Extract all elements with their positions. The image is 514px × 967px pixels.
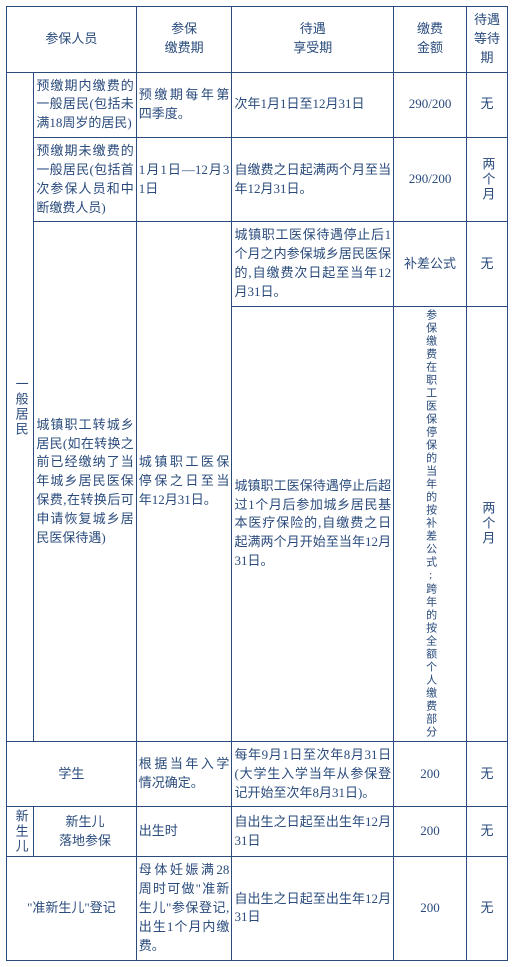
insurance-table: 参保人员 参保 缴费期 待遇 享受期 缴费 金额 待遇 等待期 一般居民 预缴期… [6, 6, 508, 961]
amount-cell: 290/200 [394, 72, 467, 138]
table-row: 预缴期未缴费的一般居民(包括首次参保人员和中断缴费人员) 1月1日—12月31日… [7, 138, 508, 222]
benefit-cell: 次年1月1日至12月31日 [232, 72, 394, 138]
period-cell: 出生时 [136, 807, 232, 857]
period-cell: 1月1日—12月31日 [136, 138, 232, 222]
group-label-newborn: 新生儿 [7, 807, 34, 857]
amount-cell: 补差公式 [394, 222, 467, 306]
header-person: 参保人员 [7, 7, 137, 73]
benefit-cell: 自出生之日起至出生年12月31日 [232, 807, 394, 857]
benefit-cell: 城镇职工医保待遇停止后超过1个月后参加城乡居民基本医疗保险的,自缴费之日起满两个… [232, 306, 394, 741]
person-cell: "准新生儿"登记 [7, 857, 137, 960]
amount-cell: 290/200 [394, 138, 467, 222]
group-label-general: 一般居民 [7, 72, 34, 741]
amount-cell: 200 [394, 807, 467, 857]
table-row: 学生 根据当年入学情况确定。 每年9月1日至次年8月31日(大学生入学当年从参保… [7, 741, 508, 807]
header-period: 参保 缴费期 [136, 7, 232, 73]
wait-cell: 无 [466, 807, 507, 857]
header-amount: 缴费 金额 [394, 7, 467, 73]
header-wait: 待遇 等待期 [466, 7, 507, 73]
wait-cell: 两个月 [466, 138, 507, 222]
table-row: "准新生儿"登记 母体妊娠满28周时可做"准新生儿"参保登记,出生1个月内缴费。… [7, 857, 508, 960]
wait-cell: 无 [466, 857, 507, 960]
amount-cell: 参保缴费在职工医保停保的当年的按补差公式;跨年的按全额个人缴费部分 [394, 306, 467, 741]
person-cell: 城镇职工转城乡居民(如在转换之前已经缴纳了当年城乡居民医保保费,在转换后可申请恢… [34, 222, 136, 741]
person-cell: 预缴期未缴费的一般居民(包括首次参保人员和中断缴费人员) [34, 138, 136, 222]
wait-cell: 无 [466, 741, 507, 807]
amount-cell: 200 [394, 741, 467, 807]
amount-cell: 200 [394, 857, 467, 960]
period-cell: 根据当年入学情况确定。 [136, 741, 232, 807]
person-cell: 预缴期内缴费的一般居民(包括未满18周岁的居民) [34, 72, 136, 138]
table-row: 新生儿 新生儿 落地参保 出生时 自出生之日起至出生年12月31日 200 无 [7, 807, 508, 857]
wait-cell: 两个月 [466, 306, 507, 741]
header-benefit: 待遇 享受期 [232, 7, 394, 73]
benefit-cell: 自缴费之日起满两个月至当年12月31日。 [232, 138, 394, 222]
benefit-cell: 城镇职工医保待遇停止后1个月之内参保城乡居民医保的,自缴费次日起至当年12月31… [232, 222, 394, 306]
wait-cell: 无 [466, 72, 507, 138]
period-cell: 母体妊娠满28周时可做"准新生儿"参保登记,出生1个月内缴费。 [136, 857, 232, 960]
wait-cell: 无 [466, 222, 507, 306]
table-row: 城镇职工转城乡居民(如在转换之前已经缴纳了当年城乡居民医保保费,在转换后可申请恢… [7, 222, 508, 306]
person-cell: 学生 [7, 741, 137, 807]
header-row: 参保人员 参保 缴费期 待遇 享受期 缴费 金额 待遇 等待期 [7, 7, 508, 73]
benefit-cell: 自出生之日起至出生年12月31日 [232, 857, 394, 960]
period-cell: 城镇职工医保停保之日至当年12月31日。 [136, 222, 232, 741]
table-row: 一般居民 预缴期内缴费的一般居民(包括未满18周岁的居民) 预缴期每年第四季度。… [7, 72, 508, 138]
period-cell: 预缴期每年第四季度。 [136, 72, 232, 138]
person-cell: 新生儿 落地参保 [34, 807, 136, 857]
benefit-cell: 每年9月1日至次年8月31日(大学生入学当年从参保登记开始至次年8月31日)。 [232, 741, 394, 807]
